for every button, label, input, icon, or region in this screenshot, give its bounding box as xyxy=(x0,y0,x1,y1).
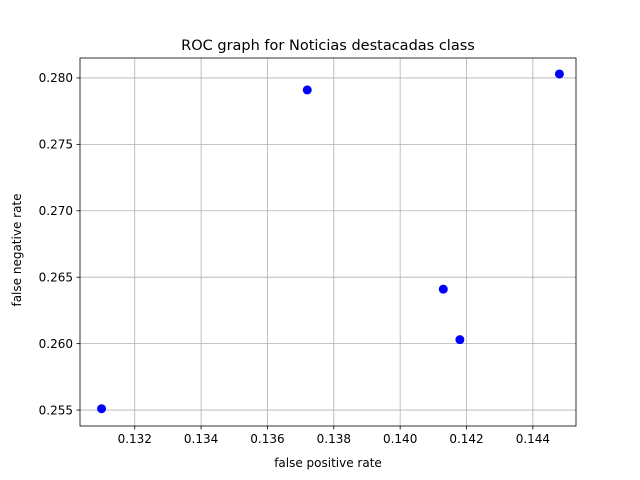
data-point xyxy=(438,284,448,294)
chart-title: ROC graph for Noticias destacadas class xyxy=(181,38,475,54)
x-tick-label: 0.144 xyxy=(516,432,550,446)
plot-frame xyxy=(79,57,577,427)
data-point xyxy=(97,404,107,414)
x-tick-label: 0.134 xyxy=(184,432,218,446)
data-point xyxy=(554,69,564,79)
data-point xyxy=(455,335,465,345)
x-tick-label: 0.140 xyxy=(383,432,417,446)
x-tick-label: 0.138 xyxy=(317,432,351,446)
data-point xyxy=(302,85,312,95)
x-axis-label: false positive rate xyxy=(274,456,382,470)
data-points xyxy=(97,69,564,414)
x-tick-label: 0.136 xyxy=(250,432,284,446)
x-tick-label: 0.142 xyxy=(449,432,483,446)
x-axis-ticks: 0.132 0.134 0.136 0.138 0.140 0.142 0.144 xyxy=(118,426,550,446)
y-axis-label: false negative rate xyxy=(10,193,24,306)
y-axis-ticks: 0.255 0.260 0.265 0.270 0.275 0.280 xyxy=(39,71,80,417)
y-tick-label: 0.260 xyxy=(39,337,73,351)
x-tick-label: 0.132 xyxy=(118,432,152,446)
grid xyxy=(80,58,576,426)
y-tick-label: 0.275 xyxy=(39,138,73,152)
y-tick-label: 0.280 xyxy=(39,71,73,85)
y-tick-label: 0.270 xyxy=(39,204,73,218)
y-tick-label: 0.265 xyxy=(39,271,73,285)
y-tick-label: 0.255 xyxy=(39,403,73,417)
